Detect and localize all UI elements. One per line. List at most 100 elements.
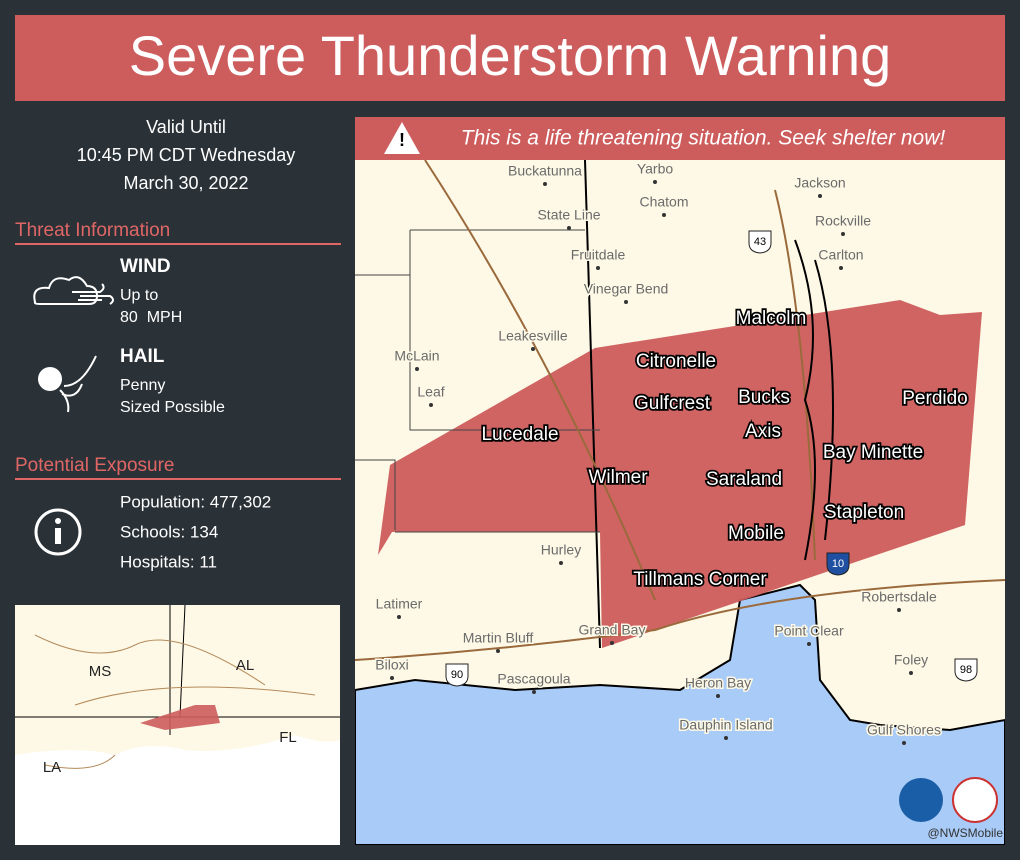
place-label: Tillmans Corner: [633, 569, 767, 590]
warning-icon: [384, 122, 420, 154]
exposure-line: Population: 477,302: [120, 492, 271, 511]
main-map: [355, 160, 1005, 845]
place-dot: [531, 347, 535, 351]
credit: @NWSMobile: [927, 826, 1003, 840]
place-dot: [662, 213, 666, 217]
valid-label: Valid Until: [146, 117, 226, 137]
place-dot: [839, 266, 843, 270]
valid-date: March 30, 2022: [123, 173, 248, 193]
place-label: Perdido: [902, 388, 968, 409]
place-label: State Line: [537, 207, 600, 223]
place-label: Martin Bluff: [463, 630, 534, 646]
route-shield: [748, 230, 772, 254]
state-label: LA: [43, 759, 61, 776]
warning-mark: !: [399, 130, 405, 150]
place-label: Axis: [745, 421, 781, 442]
place-label: Robertsdale: [861, 589, 937, 605]
place-label: Vinegar Bend: [584, 281, 669, 297]
threat-line: Penny: [120, 377, 165, 394]
place-dot: [841, 232, 845, 236]
place-label: Jackson: [794, 175, 845, 191]
place-label: Buckatunna: [508, 163, 582, 179]
place-dot: [716, 694, 720, 698]
place-dot: [397, 615, 401, 619]
logos: [899, 777, 998, 823]
info-icon: [34, 508, 82, 556]
place-label: Rockville: [815, 213, 871, 229]
place-label: Point Clear: [774, 623, 844, 639]
state-label: AL: [236, 657, 254, 674]
place-label: Foley: [894, 652, 928, 668]
place-label: Bay Minette: [823, 442, 923, 463]
state-label: FL: [279, 729, 297, 746]
place-label: Stapleton: [824, 502, 904, 523]
banner-text: This is a life threatening situation. Se…: [461, 127, 946, 150]
place-label: Grand Bay: [579, 622, 646, 638]
valid-time: 10:45 PM CDT Wednesday: [77, 145, 295, 165]
place-label: Leaf: [417, 384, 444, 400]
place-label: Mobile: [728, 523, 784, 544]
place-dot: [532, 690, 536, 694]
place-label: Hurley: [541, 542, 581, 558]
place-label: Biloxi: [375, 657, 408, 673]
threat-name: WIND: [120, 256, 171, 277]
place-label: Wilmer: [588, 467, 648, 488]
state-label: MS: [89, 663, 112, 680]
place-dot: [902, 741, 906, 745]
place-label: Chatom: [639, 194, 688, 210]
inset-map: [15, 605, 340, 845]
place-dot: [818, 194, 822, 198]
route-shield: [826, 552, 850, 576]
threat-line: Up to: [120, 287, 158, 304]
title-bar: [15, 15, 1005, 101]
threat-name: HAIL: [120, 346, 165, 367]
route-number: 43: [754, 236, 766, 248]
place-dot: [610, 641, 614, 645]
section-heading: Threat Information: [15, 220, 170, 241]
place-dot: [624, 300, 628, 304]
banner: [355, 117, 1005, 160]
place-dot: [543, 182, 547, 186]
place-dot: [496, 649, 500, 653]
place-label: Saraland: [706, 469, 782, 490]
place-label: Fruitdale: [571, 247, 626, 263]
route-number: 90: [451, 669, 463, 681]
place-dot: [559, 561, 563, 565]
wind-icon: [33, 276, 114, 305]
place-label: Lucedale: [481, 424, 558, 445]
threat-line: 80 MPH: [120, 309, 182, 326]
place-label: Citronelle: [636, 351, 716, 372]
route-shield: [954, 658, 978, 682]
place-dot: [897, 608, 901, 612]
place-label: Pascagoula: [497, 671, 570, 687]
hail-icon: [38, 355, 97, 413]
place-dot: [653, 180, 657, 184]
route-shield: [445, 663, 469, 687]
place-dot: [724, 736, 728, 740]
title: Severe Thunderstorm Warning: [129, 24, 892, 87]
place-label: Dauphin Island: [679, 717, 772, 733]
threat-line: Sized Possible: [120, 399, 225, 416]
place-dot: [429, 403, 433, 407]
place-dot: [596, 266, 600, 270]
place-label: Malcolm: [736, 308, 807, 329]
place-dot: [415, 367, 419, 371]
place-label: Gulf Shores: [867, 722, 941, 738]
place-label: McLain: [394, 348, 439, 364]
place-label: Gulfcrest: [634, 393, 711, 414]
place-label: Latimer: [376, 596, 423, 612]
place-dot: [390, 676, 394, 680]
place-dot: [807, 642, 811, 646]
place-label: Leakesville: [498, 328, 567, 344]
exposure-line: Hospitals: 11: [120, 552, 217, 571]
place-dot: [909, 671, 913, 675]
place-label: Carlton: [818, 247, 863, 263]
section-heading: Potential Exposure: [15, 455, 175, 476]
place-label: Yarbo: [637, 161, 674, 177]
route-number: 10: [832, 558, 844, 570]
exposure-line: Schools: 134: [120, 522, 218, 541]
place-label: Bucks: [738, 387, 790, 408]
route-number: 98: [960, 664, 972, 676]
place-label: Heron Bay: [685, 675, 751, 691]
